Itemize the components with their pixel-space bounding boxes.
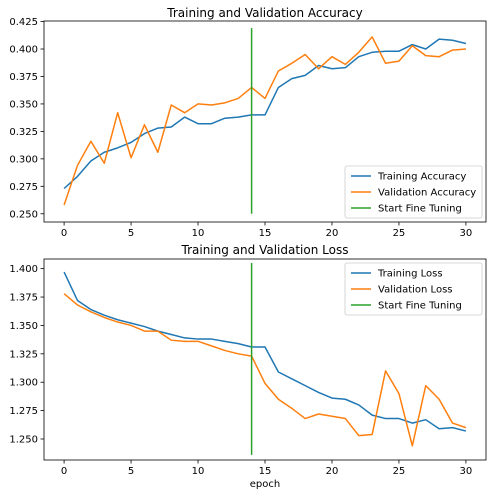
loss-x-tick-label: 0 [61,466,67,477]
loss-x-tick-label: 15 [259,466,272,477]
loss-y-tick-label: 1.375 [9,293,38,304]
accuracy-legend-label: Training Accuracy [377,172,466,183]
loss-y-tick-label: 1.400 [9,264,38,275]
loss-legend: Training Loss Validation Loss Start Fine T… [344,262,483,316]
loss-x-tick-label: 25 [393,466,406,477]
accuracy-x-tick-label: 25 [393,228,406,239]
loss-y-tick-label: 1.250 [9,434,38,445]
accuracy-panel: Training and Validation Accuracy 0 5 10 15 2… [9,6,487,239]
accuracy-y-tick-label: 0.425 [9,17,38,28]
loss-panel: Training and Validation Loss epoch 0 5 10 1… [9,243,487,490]
loss-x-tick-label: 5 [128,466,134,477]
accuracy-x-tick-label: 20 [326,228,339,239]
loss-x-tick-label: 20 [326,466,339,477]
accuracy-x-tick-label: 0 [61,228,67,239]
loss-y-tick-label: 1.300 [9,378,38,389]
loss-y-tick-label: 1.350 [9,321,38,332]
loss-series-validation-line [63,293,467,447]
accuracy-legend-box [344,165,483,219]
loss-series-training-line [63,271,467,432]
accuracy-x-tick-label: 5 [128,228,134,239]
accuracy-legend-label: Start Fine Tuning [378,204,462,215]
accuracy-y-tick-label: 0.325 [9,127,38,138]
accuracy-legend: Training Accuracy Validation Accuracy Star… [344,165,483,219]
accuracy-series-validation-line [63,36,466,206]
accuracy-y-tick-label: 0.275 [9,182,38,193]
loss-title: Training and Validation Loss [181,243,349,257]
accuracy-x-tick-label: 30 [460,228,473,239]
loss-y-tick-label: 1.325 [9,349,38,360]
accuracy-series-training-line [63,38,467,190]
accuracy-title: Training and Validation Accuracy [166,6,362,20]
loss-legend-label: Start Fine Tuning [378,301,462,312]
accuracy-y-tick-label: 0.300 [9,154,38,165]
accuracy-y-tick-label: 0.350 [9,99,38,110]
accuracy-y-tick-label: 0.375 [9,72,38,83]
loss-x-axis-label: epoch [250,479,280,490]
accuracy-y-tick-label: 0.400 [9,45,38,56]
loss-x-tick-label: 30 [460,466,473,477]
accuracy-x-tick-label: 15 [259,228,272,239]
loss-x-tick-label: 10 [192,466,205,477]
loss-legend-label: Training Loss [377,269,443,280]
loss-legend-label: Validation Loss [378,285,453,296]
loss-y-tick-label: 1.275 [9,406,38,417]
accuracy-x-tick-label: 10 [192,228,205,239]
accuracy-legend-label: Validation Accuracy [378,188,476,199]
accuracy-y-tick-label: 0.250 [9,209,38,220]
loss-legend-box [344,262,483,316]
